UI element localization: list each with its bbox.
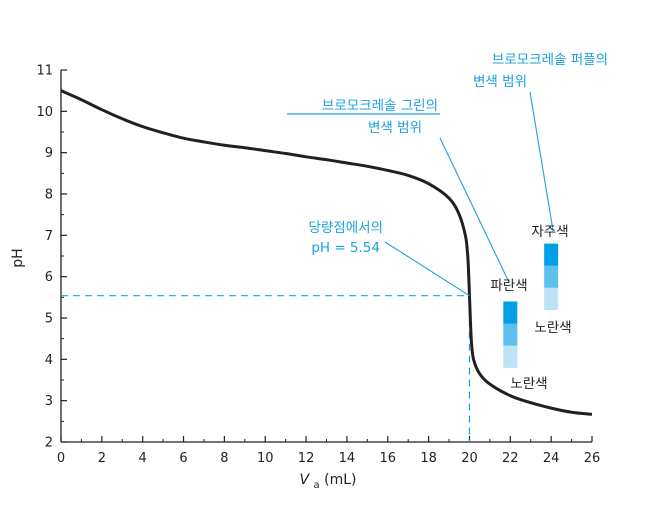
x-tick-label: 24: [543, 451, 560, 466]
y-tick-label: 7: [45, 229, 53, 244]
y-tick-label: 4: [45, 353, 53, 368]
x-tick-label: 0: [57, 451, 65, 466]
bcp-range-label-line1: 브로모크레솔 퍼플의: [492, 52, 608, 68]
bcp-top-color-label: 자주색: [531, 224, 568, 240]
bromocresol-purple-color-band: [544, 287, 559, 311]
y-axis-title: pH: [10, 248, 26, 267]
bcg-range-label-line2: 변색 범위: [368, 120, 422, 136]
bcg-range-label-line1: 브로모크레솔 그린의: [322, 98, 438, 114]
y-tick-label: 10: [36, 105, 53, 120]
bcp-leader-line: [529, 91, 554, 232]
y-tick-label: 8: [45, 188, 53, 203]
x-tick-label: 2: [98, 451, 106, 466]
y-tick-label: 9: [45, 146, 53, 161]
chart-marks: [60, 89, 593, 442]
bromocresol-green-color-band: [503, 301, 518, 324]
x-tick-label: 22: [502, 451, 519, 466]
x-tick-label: 6: [179, 451, 187, 466]
bromocresol-purple-color-band: [544, 265, 559, 288]
x-tick-label: 20: [461, 451, 478, 466]
y-tick-label: 2: [45, 436, 53, 451]
x-tick-label: 18: [420, 451, 437, 466]
bromocresol-green-color-band: [503, 345, 518, 368]
titration-curve: [60, 89, 593, 416]
x-tick-label: 4: [139, 451, 147, 466]
x-axis-title-symbol: V: [300, 472, 311, 488]
bcp-range-label-line2: 변색 범위: [473, 74, 527, 90]
y-tick-label: 6: [45, 270, 53, 285]
equivalence-leader-line: [384, 241, 470, 297]
x-tick-label: 14: [339, 451, 356, 466]
x-axis-title-unit: (mL): [324, 472, 356, 488]
equivalence-label-line2: pH = 5.54: [311, 240, 380, 256]
x-tick-label: 12: [298, 451, 315, 466]
x-tick-label: 8: [220, 451, 228, 466]
bcp-bottom-color-label: 노란색: [534, 320, 571, 336]
bcg-top-color-label: 파란색: [490, 278, 527, 294]
bromocresol-green-color-band: [503, 323, 518, 346]
y-tick-label: 11: [36, 64, 53, 79]
y-tick-label: 3: [45, 394, 53, 409]
x-tick-label: 16: [379, 451, 396, 466]
bcg-leader-line: [439, 137, 509, 282]
bromocresol-purple-color-band: [544, 243, 559, 266]
bcg-bottom-color-label: 노란색: [510, 376, 547, 392]
equivalence-label-line1: 당량점에서의: [308, 220, 383, 236]
y-tick-label: 5: [45, 312, 53, 327]
x-tick-label: 10: [257, 451, 274, 466]
x-axis-title: V a (mL): [300, 472, 357, 492]
x-tick-label: 26: [584, 451, 601, 466]
x-axis-title-subscript: a: [314, 480, 320, 491]
